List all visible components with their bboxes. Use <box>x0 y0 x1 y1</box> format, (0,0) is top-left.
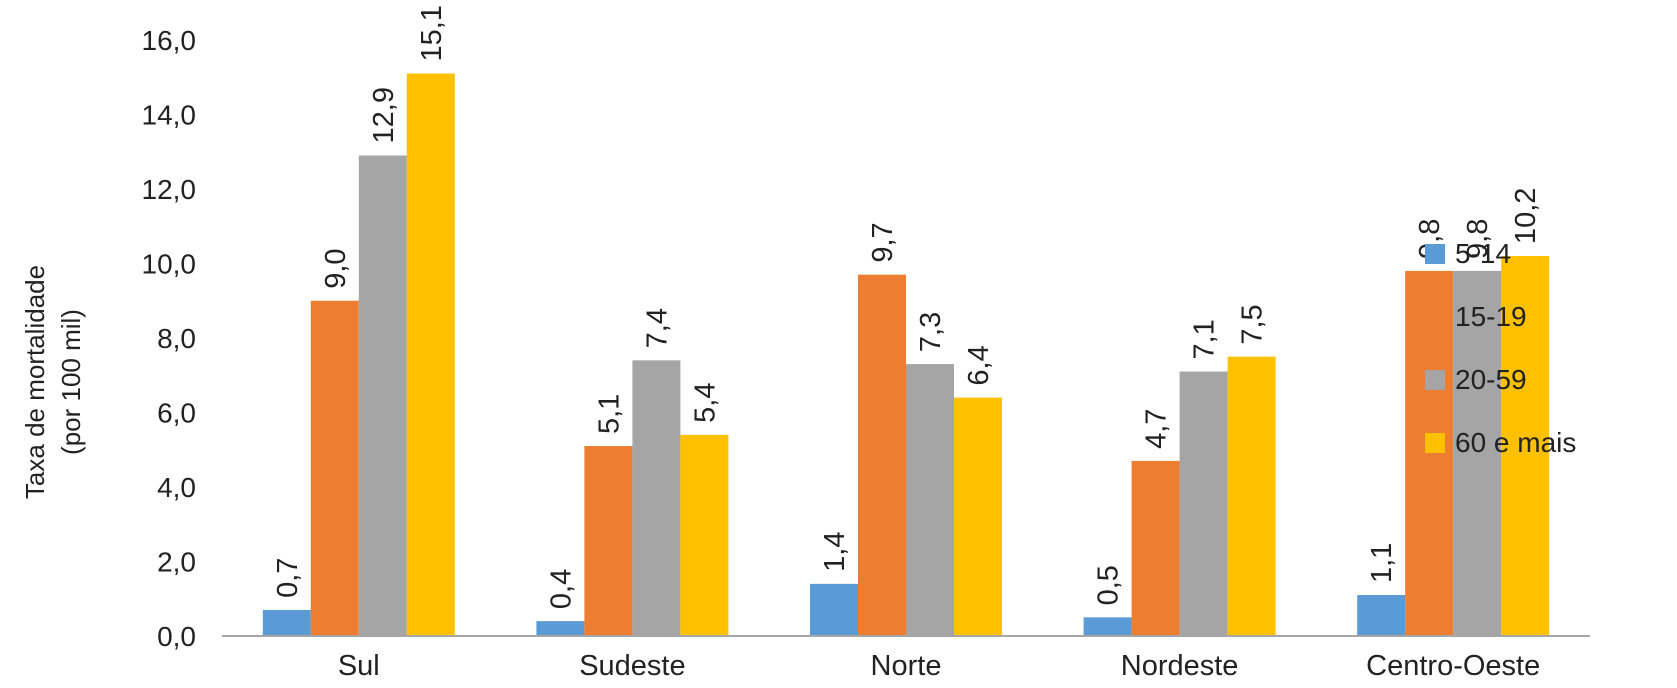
data-label: 0,7 <box>272 558 304 598</box>
data-label: 5,1 <box>593 394 625 434</box>
y-tick-label: 12,0 <box>142 174 197 205</box>
data-label: 6,4 <box>963 345 995 385</box>
data-label: 9,8 <box>1462 219 1494 259</box>
data-label: 12,9 <box>368 87 400 143</box>
bar <box>358 155 407 636</box>
y-axis-title-line2: (por 100 mil) <box>56 309 86 455</box>
bar <box>1357 595 1406 636</box>
data-label: 0,4 <box>545 569 577 609</box>
y-tick-label: 4,0 <box>157 472 196 503</box>
y-tick-label: 8,0 <box>157 323 196 354</box>
y-tick-label: 2,0 <box>157 547 196 578</box>
bar <box>584 446 633 636</box>
data-label: 7,5 <box>1237 304 1269 344</box>
legend-swatch <box>1425 433 1445 453</box>
data-label: 9,7 <box>867 222 899 262</box>
legend-label: 20-59 <box>1455 364 1527 395</box>
legend-swatch <box>1425 307 1445 327</box>
data-label: 1,4 <box>819 532 851 572</box>
category-labels: Sul Sudeste Norte Nordeste Centro-Oeste <box>338 650 1540 682</box>
legend-label: 5-14 <box>1455 238 1511 269</box>
legend: 5-14 15-19 20-59 60 e mais <box>1425 238 1576 458</box>
bar <box>906 364 954 636</box>
y-tick-label: 6,0 <box>157 398 196 429</box>
data-label: 5,4 <box>689 383 721 423</box>
y-tick-label: 16,0 <box>142 25 197 56</box>
bar <box>954 397 1002 636</box>
legend-swatch <box>1425 244 1445 264</box>
legend-swatch <box>1425 370 1445 390</box>
data-label: 9,0 <box>320 248 352 288</box>
data-label: 4,7 <box>1141 409 1173 449</box>
data-labels: 0,7 9,0 12,9 15,1 0,4 5,1 7,4 5,4 1,4 9,7 7,3 6,4 0,… <box>272 5 1542 609</box>
y-axis-title-line1: Taxa de mortalidade <box>20 265 50 499</box>
bar <box>1179 371 1228 636</box>
bar <box>858 274 906 636</box>
bar <box>1131 460 1180 636</box>
data-label: 7,4 <box>641 308 673 348</box>
category-label: Centro-Oeste <box>1366 650 1540 682</box>
bar <box>810 583 858 636</box>
bar <box>1453 270 1502 636</box>
y-tick-label: 0,0 <box>157 621 196 652</box>
data-label: 10,2 <box>1510 188 1542 244</box>
bar <box>406 73 455 636</box>
legend-label: 60 e mais <box>1455 427 1576 458</box>
bar <box>632 360 681 636</box>
data-label: 1,1 <box>1366 543 1398 583</box>
category-label: Norte <box>871 650 942 682</box>
bar <box>536 621 585 636</box>
y-axis-title: Taxa de mortalidade (por 100 mil) <box>20 265 86 499</box>
legend-label: 15-19 <box>1455 301 1527 332</box>
category-label: Sudeste <box>579 650 685 682</box>
bar <box>262 609 311 636</box>
category-label: Nordeste <box>1121 650 1239 682</box>
data-label: 7,1 <box>1189 319 1221 359</box>
y-axis-ticks: 0,0 2,0 4,0 6,0 8,0 10,0 12,0 14,0 16,0 <box>142 25 197 652</box>
data-label: 0,5 <box>1093 565 1125 605</box>
bar <box>1501 256 1550 636</box>
y-tick-label: 10,0 <box>142 249 197 280</box>
bar <box>1083 617 1132 636</box>
bar <box>680 434 729 636</box>
bar <box>1405 270 1454 636</box>
bar <box>1227 356 1276 636</box>
y-tick-label: 14,0 <box>142 100 197 131</box>
bar <box>310 300 359 636</box>
bars <box>262 73 1550 636</box>
category-label: Sul <box>338 650 380 682</box>
data-label: 15,1 <box>416 5 448 61</box>
data-label: 7,3 <box>915 312 947 352</box>
